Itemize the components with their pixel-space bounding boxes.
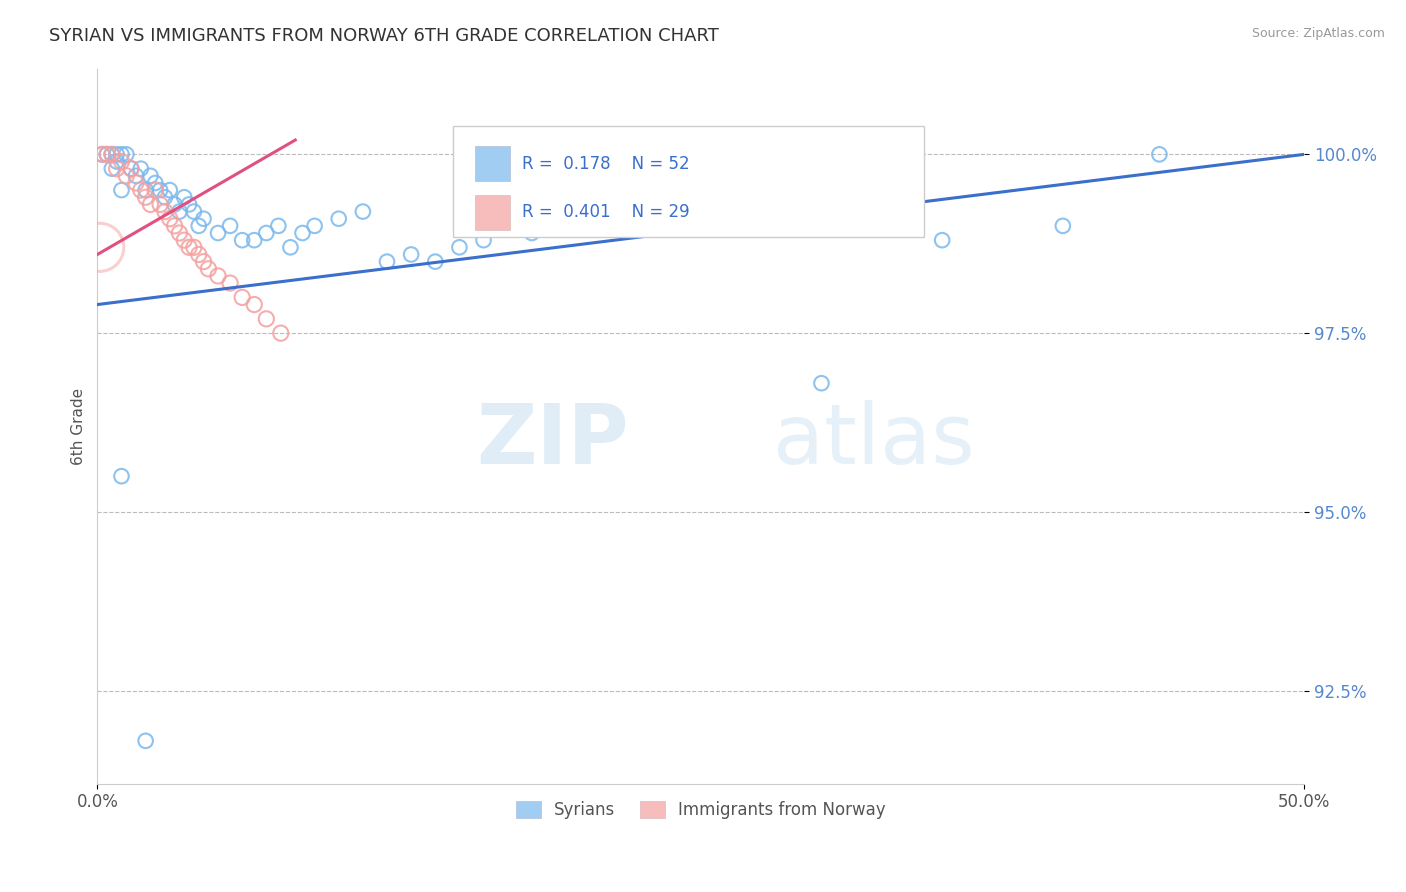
- Point: [89, 240, 111, 254]
- Point: [101, 147, 124, 161]
- Point: [267, 219, 290, 233]
- Point: [472, 233, 495, 247]
- Point: [173, 190, 195, 204]
- FancyBboxPatch shape: [475, 146, 510, 181]
- Point: [254, 226, 277, 240]
- Point: [96, 147, 118, 161]
- Point: [231, 290, 253, 304]
- Point: [197, 261, 219, 276]
- Point: [110, 154, 132, 169]
- Point: [352, 204, 374, 219]
- Point: [328, 211, 350, 226]
- Point: [177, 240, 200, 254]
- Point: [399, 247, 422, 261]
- Point: [183, 240, 205, 254]
- Point: [173, 233, 195, 247]
- Point: [1052, 219, 1074, 233]
- Point: [163, 197, 186, 211]
- Point: [129, 183, 152, 197]
- Point: [569, 211, 592, 226]
- Point: [139, 197, 162, 211]
- Point: [931, 233, 953, 247]
- Text: SYRIAN VS IMMIGRANTS FROM NORWAY 6TH GRADE CORRELATION CHART: SYRIAN VS IMMIGRANTS FROM NORWAY 6TH GRA…: [49, 27, 718, 45]
- Point: [1149, 147, 1171, 161]
- Point: [135, 190, 157, 204]
- Point: [270, 326, 292, 340]
- Point: [149, 197, 172, 211]
- Point: [520, 226, 543, 240]
- Point: [544, 219, 567, 233]
- Point: [187, 247, 209, 261]
- Point: [163, 219, 186, 233]
- Point: [120, 161, 142, 176]
- Point: [120, 161, 142, 176]
- Point: [101, 161, 124, 176]
- Point: [135, 183, 157, 197]
- Point: [139, 169, 162, 183]
- Point: [187, 219, 209, 233]
- Point: [219, 276, 242, 290]
- Text: R =  0.178    N = 52: R = 0.178 N = 52: [522, 154, 690, 172]
- Point: [91, 147, 114, 161]
- Point: [129, 161, 152, 176]
- Point: [159, 211, 181, 226]
- Y-axis label: 6th Grade: 6th Grade: [72, 387, 86, 465]
- Point: [689, 219, 711, 233]
- Point: [110, 183, 132, 197]
- Point: [110, 147, 132, 161]
- Text: ZIP: ZIP: [475, 400, 628, 481]
- Point: [105, 161, 128, 176]
- Point: [449, 240, 471, 254]
- Point: [105, 147, 128, 161]
- Point: [183, 204, 205, 219]
- Legend: Syrians, Immigrants from Norway: Syrians, Immigrants from Norway: [509, 794, 893, 825]
- Point: [96, 147, 118, 161]
- FancyBboxPatch shape: [453, 126, 924, 236]
- Point: [125, 176, 148, 190]
- Point: [169, 226, 191, 240]
- Point: [159, 183, 181, 197]
- FancyBboxPatch shape: [475, 194, 510, 230]
- Point: [207, 268, 229, 283]
- Point: [143, 176, 166, 190]
- Point: [153, 204, 176, 219]
- Text: atlas: atlas: [773, 400, 974, 481]
- Point: [810, 376, 832, 391]
- Point: [125, 169, 148, 183]
- Point: [193, 254, 215, 268]
- Point: [425, 254, 447, 268]
- Point: [219, 219, 242, 233]
- Point: [143, 183, 166, 197]
- Point: [149, 183, 172, 197]
- Point: [375, 254, 398, 268]
- Point: [135, 734, 157, 748]
- Point: [115, 169, 138, 183]
- Point: [496, 219, 519, 233]
- Point: [280, 240, 302, 254]
- Point: [304, 219, 326, 233]
- Point: [101, 147, 124, 161]
- Point: [243, 297, 266, 311]
- Point: [91, 147, 114, 161]
- Point: [291, 226, 314, 240]
- Point: [169, 204, 191, 219]
- Point: [115, 147, 138, 161]
- Text: Source: ZipAtlas.com: Source: ZipAtlas.com: [1251, 27, 1385, 40]
- Point: [231, 233, 253, 247]
- Point: [110, 469, 132, 483]
- Point: [243, 233, 266, 247]
- Text: R =  0.401    N = 29: R = 0.401 N = 29: [522, 203, 690, 221]
- Point: [254, 311, 277, 326]
- Point: [207, 226, 229, 240]
- Point: [193, 211, 215, 226]
- Point: [177, 197, 200, 211]
- Point: [105, 154, 128, 169]
- Point: [153, 190, 176, 204]
